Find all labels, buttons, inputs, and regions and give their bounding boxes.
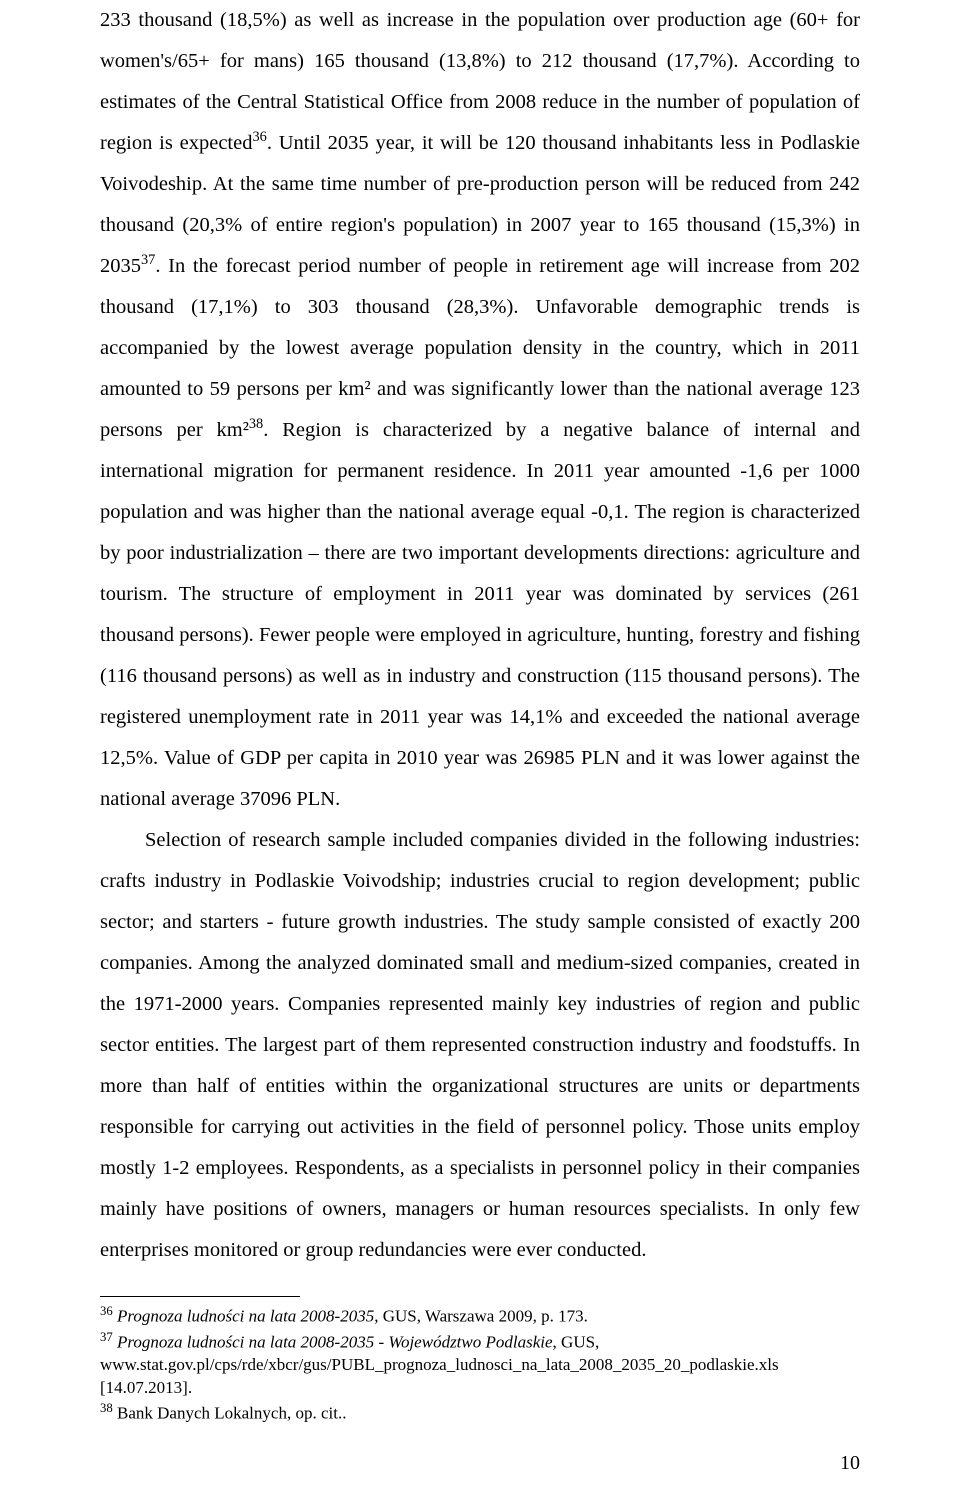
footnote-ref-36: 36 [252,129,266,145]
footnote-number: 38 [100,1401,113,1415]
footnote-number: 37 [100,1330,113,1344]
page-number: 10 [840,1452,860,1475]
footnote-separator [100,1296,300,1297]
body-text-block: 233 thousand (18,5%) as well as increase… [100,0,860,1271]
footnote-ref-38: 38 [249,416,263,432]
footnote-text: Bank Danych Lokalnych, op. cit.. [113,1404,347,1423]
footnote-number: 36 [100,1304,113,1318]
paragraph-2: Selection of research sample included co… [100,820,860,1271]
p1-part-d: . Region is characterized by a negative … [100,419,860,810]
paragraph-1: 233 thousand (18,5%) as well as increase… [100,0,860,820]
footnote-ref-37: 37 [141,252,155,268]
footnote-38: 38 Bank Danych Lokalnych, op. cit.. [100,1400,860,1426]
footnote-36: 36 Prognoza ludności na lata 2008-2035, … [100,1303,860,1329]
footnote-italic: Prognoza ludności na lata 2008-2035 - Wo… [117,1332,553,1351]
page: 233 thousand (18,5%) as well as increase… [0,0,960,1509]
footnote-italic: Prognoza ludności na lata 2008-2035 [117,1307,374,1326]
footnotes-block: 36 Prognoza ludności na lata 2008-2035, … [100,1303,860,1426]
p1-part-c: . In the forecast period number of peopl… [100,255,860,441]
footnote-text: , GUS, Warszawa 2009, p. 173. [374,1307,588,1326]
footnote-37: 37 Prognoza ludności na lata 2008-2035 -… [100,1329,860,1400]
